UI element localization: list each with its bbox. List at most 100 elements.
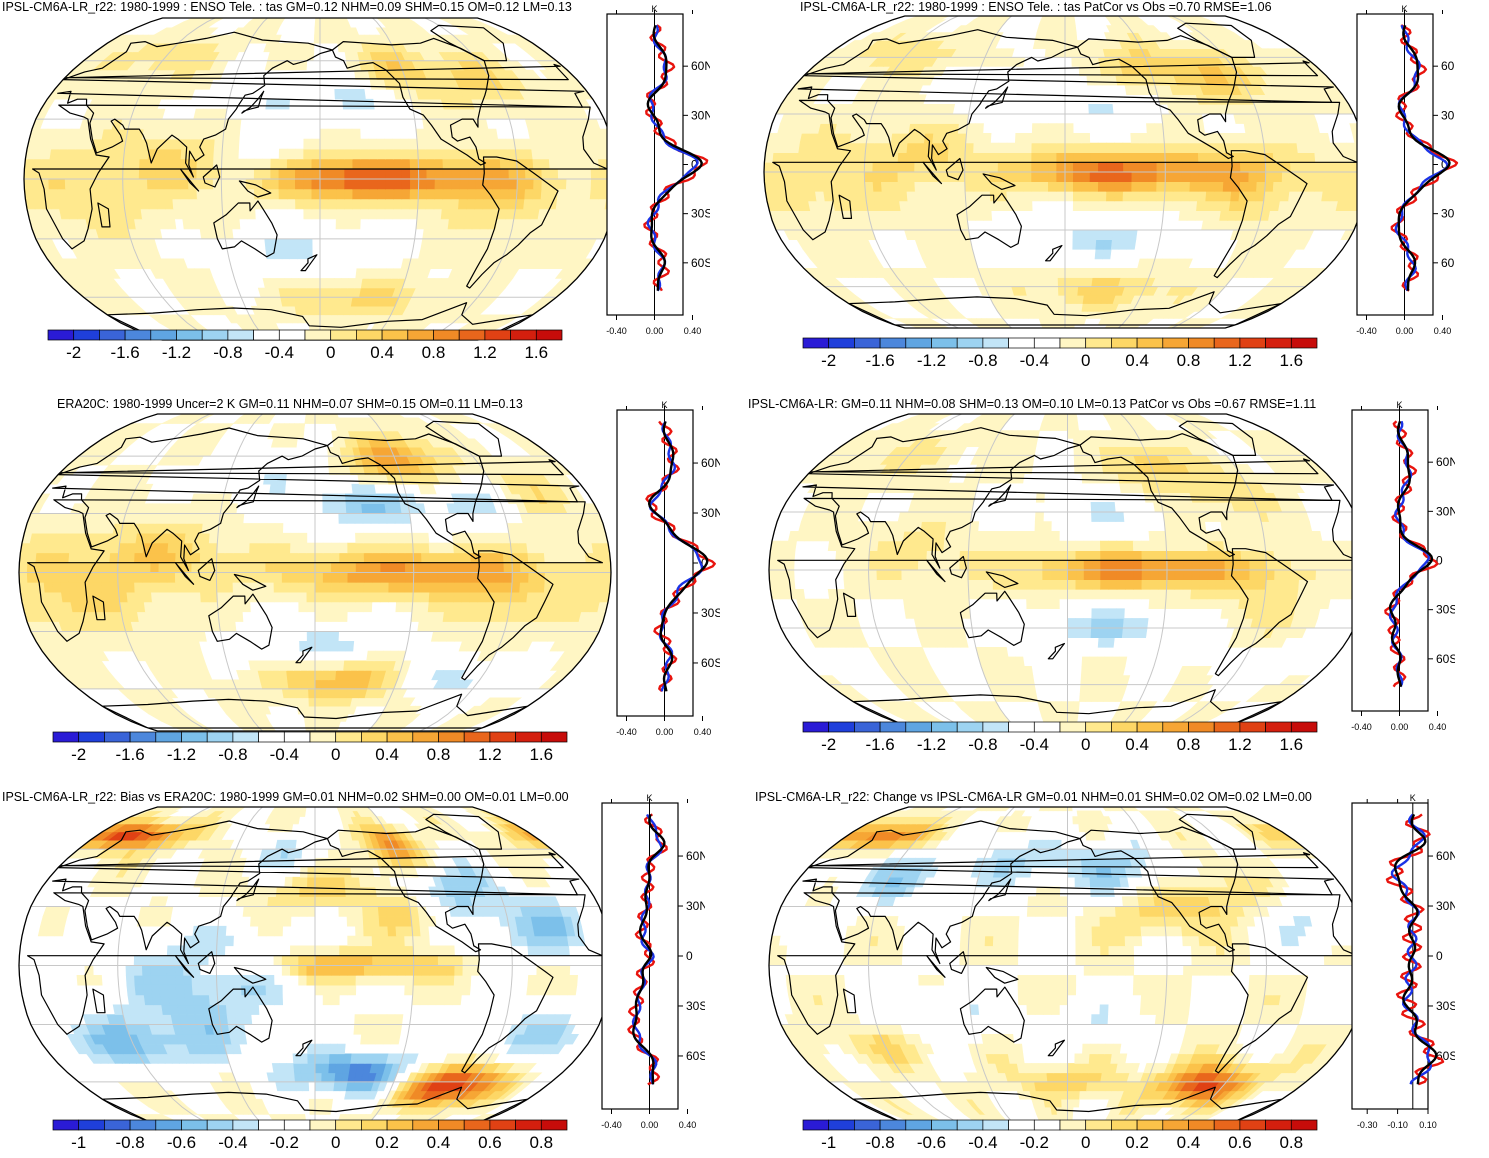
map-plot: [15, 410, 615, 735]
colorbar-label: -0.8: [968, 735, 997, 754]
panel-title: IPSL-CM6A-LR_r22: Change vs IPSL-CM6A-LR…: [755, 790, 1312, 804]
colorbar-swatch: [829, 338, 855, 348]
colorbar-swatch: [983, 1120, 1009, 1130]
lat-tick-label: 60S: [701, 656, 720, 670]
colorbar-swatch: [79, 732, 105, 742]
colorbar-label: 0.6: [478, 1133, 502, 1152]
value-tick-label: -0.40: [606, 326, 627, 336]
colorbar-swatch: [387, 732, 413, 742]
colorbar-swatch: [803, 1120, 829, 1130]
colorbar-swatch: [906, 1120, 932, 1130]
colorbar-swatch: [932, 1120, 958, 1130]
colorbar-label: 0: [326, 343, 335, 362]
colorbar-label: 0: [1081, 351, 1090, 370]
lat-tick-label: 60S: [1436, 1049, 1455, 1063]
colorbar-label: -1.6: [865, 351, 894, 370]
colorbar-swatch: [305, 330, 331, 340]
colorbar-swatch: [516, 1120, 542, 1130]
value-tick-label: 0.10: [1419, 1120, 1437, 1130]
colorbar-swatch: [279, 330, 305, 340]
lat-tick-label: 60S: [691, 256, 710, 270]
colorbar-label: -0.4: [1020, 735, 1049, 754]
colorbar-label: 0.2: [375, 1133, 399, 1152]
lat-tick-label: 0: [1436, 949, 1443, 963]
colorbar-swatch: [1034, 722, 1060, 732]
lat-tick-label: 30N: [686, 899, 705, 913]
colorbar-label: -0.4: [1020, 351, 1049, 370]
colorbar-label: 0: [331, 1133, 340, 1152]
colorbar: -2-1.6-1.2-0.8-0.400.40.81.21.62: [795, 336, 1335, 376]
colorbar-swatch: [536, 330, 562, 340]
colorbar-label: -0.8: [865, 1133, 894, 1152]
colorbar-label: -1.6: [865, 735, 894, 754]
colorbar-swatch: [151, 330, 177, 340]
colorbar-swatch: [1137, 722, 1163, 732]
colorbar-swatch: [464, 1120, 490, 1130]
colorbar-swatch: [1009, 338, 1035, 348]
colorbar-swatch: [356, 330, 382, 340]
colorbar-swatch: [99, 330, 125, 340]
colorbar: -2-1.6-1.2-0.8-0.400.40.81.21.62: [795, 720, 1335, 760]
colorbar-label: 0: [331, 745, 340, 764]
colorbar-swatch: [1163, 338, 1189, 348]
unit-label: K: [1410, 793, 1416, 803]
colorbar-label: -1.2: [167, 745, 196, 764]
colorbar-label: -0.8: [218, 745, 247, 764]
colorbar-swatch: [228, 330, 254, 340]
colorbar-swatch: [1111, 722, 1137, 732]
colorbar-swatch: [439, 732, 465, 742]
colorbar-swatch: [361, 1120, 387, 1130]
colorbar-swatch: [829, 722, 855, 732]
colorbar-swatch: [1266, 338, 1292, 348]
colorbar-swatch: [104, 732, 130, 742]
profile-frame: [617, 410, 693, 716]
colorbar-swatch: [1266, 722, 1292, 732]
colorbar-swatch: [516, 732, 542, 742]
colorbar-swatch: [254, 330, 280, 340]
colorbar-label: -1.2: [162, 343, 191, 362]
colorbar-label: 0.4: [427, 1133, 451, 1152]
value-tick-label: 0.00: [1396, 326, 1414, 336]
colorbar-swatch: [829, 1120, 855, 1130]
colorbar-label: 0: [1081, 1133, 1090, 1152]
lat-tick-label: 30N: [1436, 504, 1455, 518]
colorbar-swatch: [156, 1120, 182, 1130]
lat-tick-label: 60N: [1436, 455, 1455, 469]
colorbar-swatch: [854, 722, 880, 732]
colorbar-swatch: [906, 338, 932, 348]
colorbar-label: 1.2: [1228, 735, 1252, 754]
colorbar-label: -1: [821, 1133, 836, 1152]
colorbar-swatch: [182, 1120, 208, 1130]
colorbar-swatch: [79, 1120, 105, 1130]
colorbar-swatch: [182, 732, 208, 742]
colorbar-label: 0.4: [375, 745, 399, 764]
colorbar-label: -1.6: [110, 343, 139, 362]
colorbar-swatch: [382, 330, 408, 340]
colorbar-swatch: [1214, 338, 1240, 348]
colorbar-swatch: [48, 330, 74, 340]
lat-tick-label: 60N: [691, 59, 710, 73]
colorbar-swatch: [1214, 722, 1240, 732]
lat-tick-label: 0: [686, 949, 693, 963]
colorbar-swatch: [1009, 1120, 1035, 1130]
colorbar: -1-0.8-0.6-0.4-0.200.20.40.60.81: [45, 1118, 585, 1158]
colorbar-swatch: [1137, 1120, 1163, 1130]
value-tick-label: -0.30: [1357, 1120, 1378, 1130]
colorbar-swatch: [310, 732, 336, 742]
colorbar-swatch: [1086, 1120, 1112, 1130]
lat-tick-label: 60S: [1436, 652, 1455, 666]
lat-tick-label: 60N: [701, 456, 720, 470]
panel-title: IPSL-CM6A-LR: GM=0.11 NHM=0.08 SHM=0.13 …: [748, 397, 1316, 411]
map-plot: [760, 12, 1370, 332]
colorbar-swatch: [1266, 1120, 1292, 1130]
colorbar-swatch: [336, 1120, 362, 1130]
colorbar-label: -0.6: [167, 1133, 196, 1152]
colorbar-swatch: [803, 338, 829, 348]
colorbar-label: -0.4: [218, 1133, 247, 1152]
colorbar-swatch: [233, 732, 259, 742]
colorbar-swatch: [53, 1120, 79, 1130]
colorbar-swatch: [1060, 722, 1086, 732]
colorbar-swatch: [387, 1120, 413, 1130]
colorbar-label: -0.8: [115, 1133, 144, 1152]
